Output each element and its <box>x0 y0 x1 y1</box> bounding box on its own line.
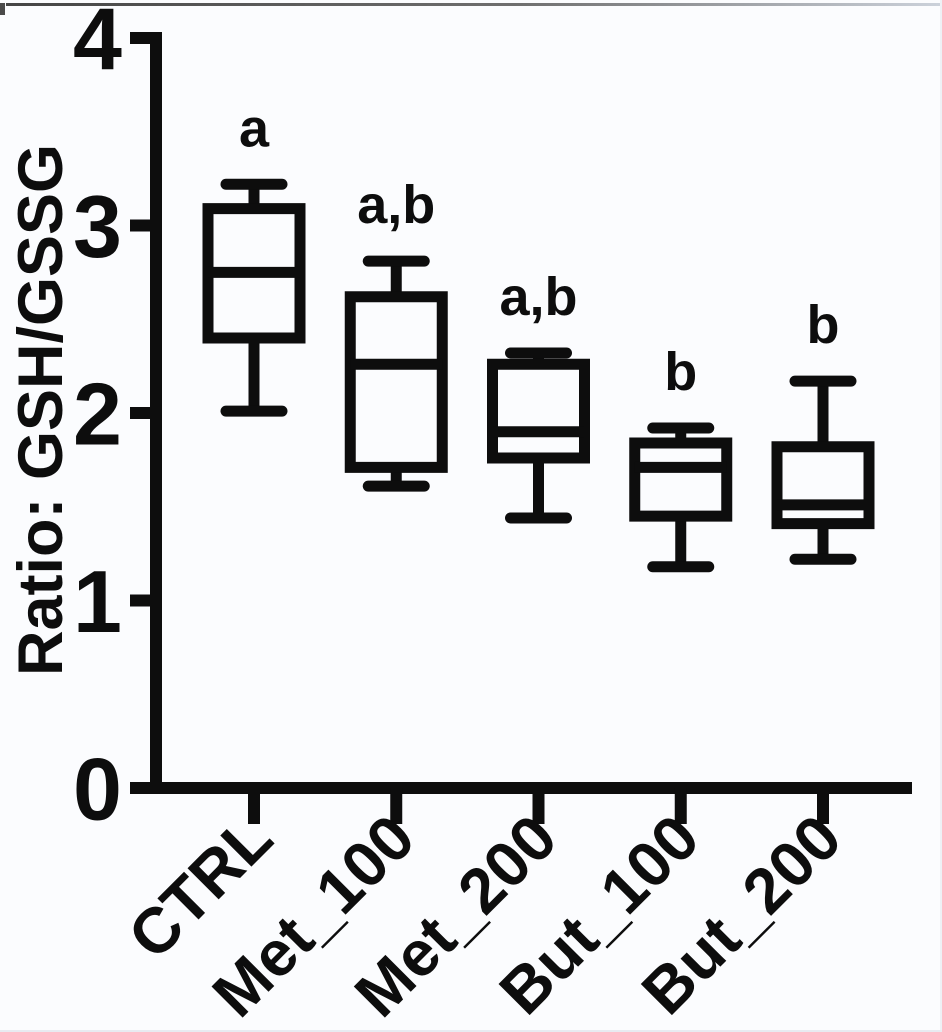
box-plot-But_200: b <box>771 295 875 565</box>
y-tick-label-2: 2 <box>73 365 122 464</box>
box-plot-Met_100: a,b <box>344 175 448 492</box>
iqr-box <box>344 291 448 473</box>
significance-label: b <box>807 295 840 355</box>
iqr-box <box>487 358 590 464</box>
box-plot-But_100: b <box>629 342 733 573</box>
y-tick-label-4: 4 <box>73 0 122 89</box>
significance-label: a,b <box>357 175 435 235</box>
y-axis: 0 1 2 3 4 <box>73 0 162 839</box>
y-tick-label-1: 1 <box>73 552 122 651</box>
image-bottom-border <box>0 1030 942 1032</box>
y-axis-title: Ratio: GSH/GSSG <box>6 144 76 676</box>
image-top-border <box>6 3 942 6</box>
y-tick-label-3: 3 <box>73 177 122 276</box>
box-plot-CTRL: a <box>202 98 306 417</box>
image-right-border <box>940 0 942 1032</box>
image-corner-mark <box>0 3 5 15</box>
y-tick-label-0: 0 <box>73 740 122 839</box>
significance-label: b <box>664 342 697 402</box>
significance-label: a <box>239 98 270 158</box>
box-plot-Met_200: a,b <box>487 267 590 524</box>
iqr-box <box>629 437 733 522</box>
significance-label: a,b <box>499 267 577 327</box>
iqr-box <box>771 441 875 530</box>
